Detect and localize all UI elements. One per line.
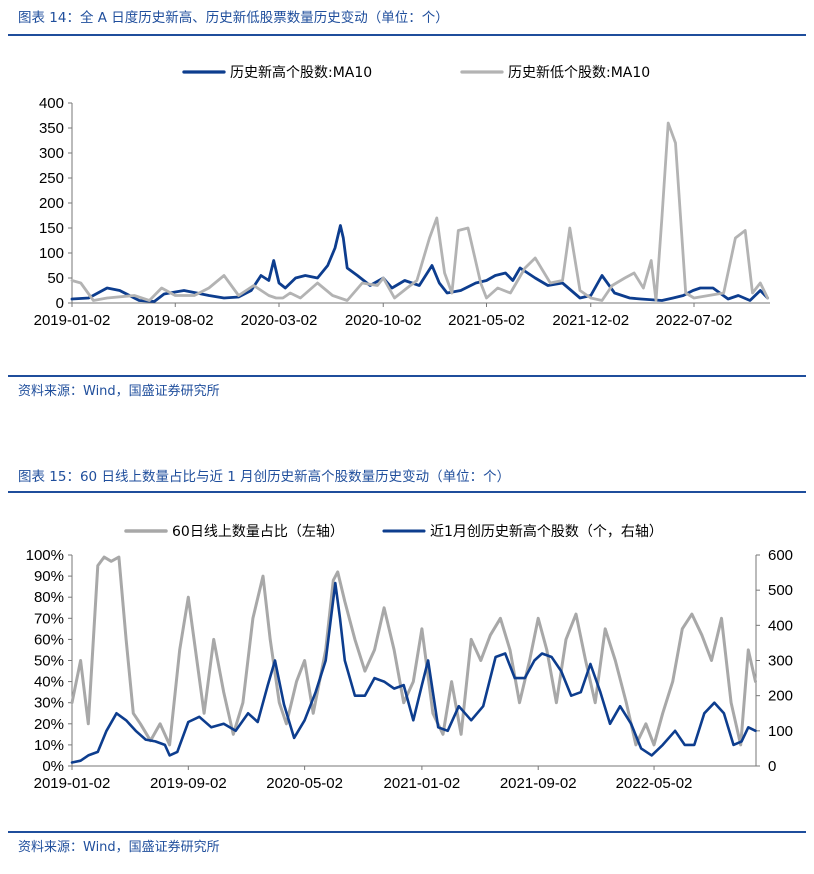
- figure-14-chart: 0 50 100 150 200 250 300 350 400 2019-01-02 2019-0…: [34, 64, 770, 329]
- x-tick-label: 2020-05-02: [266, 775, 343, 792]
- y-tick-label-right: 200: [768, 688, 793, 705]
- x-tick-label: 2019-01-02: [34, 775, 111, 792]
- figure-15-bottom-rule: [8, 831, 806, 833]
- y-tick-label-left: 350: [39, 120, 64, 137]
- figure-15-top-rule: [8, 491, 806, 493]
- y-tick-label-left: 10%: [34, 737, 64, 754]
- x-tick-label: 2019-01-02: [34, 312, 111, 329]
- y-tick-label-left: 80%: [34, 589, 64, 606]
- legend-label-1: 60日线上数量占比（左轴）: [172, 524, 344, 540]
- y-tick-label-left: 0%: [42, 758, 64, 775]
- x-tick-label: 2021-12-02: [552, 312, 629, 329]
- y-tick-label-left: 20%: [34, 716, 64, 733]
- y-tick-label-right: 400: [768, 617, 793, 634]
- y-tick-label-left: 200: [39, 195, 64, 212]
- y-tick-label-left: 60%: [34, 631, 64, 648]
- x-tick-label: 2020-10-02: [345, 312, 422, 329]
- figure-14-source: 资料来源：Wind，国盛证券研究所: [18, 384, 220, 399]
- y-tick-label-left: 0: [56, 295, 64, 312]
- series-line-2: [70, 121, 769, 302]
- figure-15-source: 资料来源：Wind，国盛证券研究所: [18, 840, 220, 855]
- y-tick-label-left: 150: [39, 220, 64, 237]
- y-tick-label-left: 90%: [34, 568, 64, 585]
- figure-15-title: 图表 15：60 日线上数量占比与近 1 月创历史新高个股数量历史变动（单位：个…: [18, 469, 511, 485]
- y-tick-label-left: 30%: [34, 695, 64, 712]
- series-line-1: [70, 224, 769, 303]
- y-tick-label-left: 100%: [26, 547, 64, 564]
- x-tick-label: 2019-09-02: [150, 775, 227, 792]
- y-tick-label-left: 50%: [34, 653, 64, 670]
- x-tick-label: 2021-01-02: [384, 775, 461, 792]
- y-tick-label-right: 100: [768, 723, 793, 740]
- x-tick-label: 2020-03-02: [241, 312, 318, 329]
- series-line-1: [70, 555, 757, 747]
- series-line-2: [70, 581, 757, 764]
- y-tick-label-left: 100: [39, 245, 64, 262]
- y-tick-label-right: 300: [768, 653, 793, 670]
- y-tick-label-left: 40%: [34, 674, 64, 691]
- x-tick-label: 2019-08-02: [137, 312, 214, 329]
- y-tick-label-left: 70%: [34, 610, 64, 627]
- y-tick-label-left: 50: [47, 270, 64, 287]
- y-tick-label-right: 600: [768, 547, 793, 564]
- figure-14-top-rule: [8, 34, 806, 36]
- x-tick-label: 2022-05-02: [616, 775, 693, 792]
- figure-14-title: 图表 14：全 A 日度历史新高、历史新低股票数量历史变动（单位：个）: [18, 10, 449, 26]
- y-tick-label-right: 500: [768, 582, 793, 599]
- y-tick-label-left: 250: [39, 170, 64, 187]
- figure-14-bottom-rule: [8, 375, 806, 377]
- y-tick-label-left: 300: [39, 145, 64, 162]
- legend-label-1: 历史新高个股数:MA10: [230, 64, 372, 81]
- x-tick-label: 2022-07-02: [656, 312, 733, 329]
- x-tick-label: 2021-09-02: [500, 775, 577, 792]
- y-tick-label-right: 0: [768, 758, 776, 775]
- figure-15-chart: 0% 10% 20% 30% 40% 50% 60% 70% 80% 90% 100% 0 100 200…: [26, 523, 793, 792]
- legend-label-2: 历史新低个股数:MA10: [508, 65, 650, 81]
- legend-label-2: 近1月创历史新高个股数（个，右轴）: [430, 523, 663, 540]
- y-tick-label-left: 400: [39, 95, 64, 112]
- x-tick-label: 2021-05-02: [448, 312, 525, 329]
